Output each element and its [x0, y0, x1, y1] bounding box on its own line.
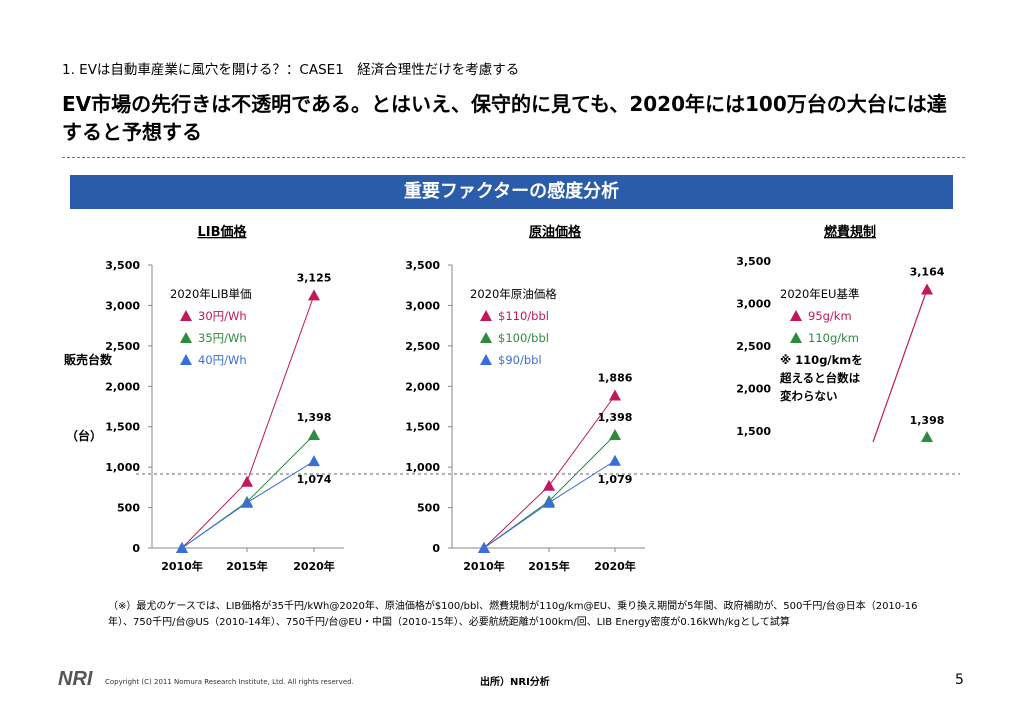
data-point: [921, 431, 933, 442]
data-point: [241, 496, 253, 508]
data-point: [543, 479, 555, 491]
section-banner: 重要ファクターの感度分析: [70, 175, 953, 209]
legend-label: 110g/km: [808, 331, 859, 345]
legend-marker: [790, 332, 802, 343]
page-headline: EV市場の先行きは不透明である。とはいえ、保守的に見ても、2020年には100万…: [62, 92, 947, 144]
y-tick-label: 3,500: [405, 259, 440, 272]
series-line: [483, 395, 616, 549]
y-tick-label: 3,000: [105, 299, 140, 312]
x-tick-label: 2010年: [463, 559, 505, 573]
y-tick-label: 1,500: [405, 421, 440, 434]
data-point: [609, 454, 621, 466]
chart-note: ※ 110g/kmを: [780, 353, 863, 367]
data-point: [241, 475, 253, 487]
data-point: [176, 542, 188, 553]
data-label: 3,125: [297, 271, 332, 284]
page-subtitle: 1. EVは自動車産業に風穴を開ける？：CASE1 経済合理性だけを考慮する: [62, 62, 520, 78]
series-line: [872, 289, 928, 443]
data-point: [543, 496, 555, 508]
legend-label: $110/bbl: [498, 309, 549, 323]
legend-label: 95g/km: [808, 309, 852, 323]
legend-marker: [180, 354, 192, 365]
series-line: [483, 434, 616, 549]
y-tick-label: 3,000: [405, 299, 440, 312]
data-label: 1,074: [297, 473, 332, 486]
chart-title: 燃費規制: [824, 224, 876, 240]
y-tick-label: 1,500: [105, 421, 140, 434]
y-tick-label: 2,000: [405, 380, 440, 393]
legend-label: 30円/Wh: [198, 309, 247, 323]
y-tick-label: 2,500: [736, 340, 771, 353]
data-point: [308, 428, 320, 440]
chart-title: LIB価格: [197, 224, 247, 240]
chart-note: 超えると台数は: [779, 371, 861, 385]
legend-label: $100/bbl: [498, 331, 549, 345]
y-tick-label: 1,000: [105, 461, 140, 474]
y-tick-label: 0: [432, 542, 440, 555]
y-tick-label: 2,000: [736, 383, 771, 396]
y-tick-label: 500: [117, 502, 140, 515]
data-label: 1,398: [910, 414, 945, 427]
legend-title: 2020年EU基準: [780, 287, 859, 301]
y-axis-unit: （台）: [66, 428, 102, 443]
y-tick-label: 2,000: [105, 380, 140, 393]
legend-label: 35円/Wh: [198, 331, 247, 345]
legend-marker: [180, 310, 192, 321]
legend-marker: [180, 332, 192, 343]
source-note: 出所）NRI分析: [480, 677, 550, 688]
data-label: 1,886: [598, 372, 633, 385]
x-tick-label: 2015年: [528, 559, 570, 573]
y-tick-label: 3,500: [105, 259, 140, 272]
data-point: [308, 289, 320, 301]
series-line: [181, 434, 315, 549]
data-point: [921, 283, 933, 295]
legend-title: 2020年原油価格: [470, 287, 557, 301]
y-tick-label: 1,500: [736, 425, 771, 438]
footnote: （※）最尤のケースでは、LIB価格が35千円/kWh@2020年、原油価格が$1…: [108, 601, 918, 628]
x-tick-label: 2015年: [226, 559, 268, 573]
data-label: 3,164: [910, 266, 945, 279]
legend-marker: [480, 332, 492, 343]
data-point: [308, 455, 320, 467]
y-tick-label: 1,000: [405, 461, 440, 474]
y-tick-label: 500: [417, 502, 440, 515]
data-label: 1,398: [598, 411, 633, 424]
y-tick-label: 2,500: [405, 340, 440, 353]
legend-marker: [480, 310, 492, 321]
y-tick-label: 0: [132, 542, 140, 555]
y-tick-label: 3,500: [736, 255, 771, 268]
y-tick-label: 3,000: [736, 298, 771, 311]
legend-label: 40円/Wh: [198, 353, 247, 367]
nri-logo: NRI: [58, 668, 93, 689]
x-tick-label: 2020年: [293, 559, 335, 573]
y-tick-label: 2,500: [105, 340, 140, 353]
data-label: 1,398: [297, 411, 332, 424]
divider: [62, 157, 965, 158]
legend-marker: [480, 354, 492, 365]
y-axis-label: 販売台数: [64, 352, 113, 367]
chart-title: 原油価格: [529, 224, 582, 240]
data-point: [609, 389, 621, 401]
x-tick-label: 2010年: [161, 559, 203, 573]
legend-label: $90/bbl: [498, 353, 542, 367]
data-label: 1,079: [598, 473, 633, 486]
chart-note: 変わらない: [780, 389, 838, 403]
x-tick-label: 2020年: [594, 559, 636, 573]
page-number: 5: [955, 672, 964, 688]
copyright: Copyright (C) 2011 Nomura Research Insti…: [105, 678, 354, 686]
data-point: [609, 428, 621, 440]
data-point: [478, 542, 490, 553]
legend-marker: [790, 310, 802, 321]
legend-title: 2020年LIB単価: [170, 287, 251, 301]
logo-text: NRI: [58, 668, 93, 689]
